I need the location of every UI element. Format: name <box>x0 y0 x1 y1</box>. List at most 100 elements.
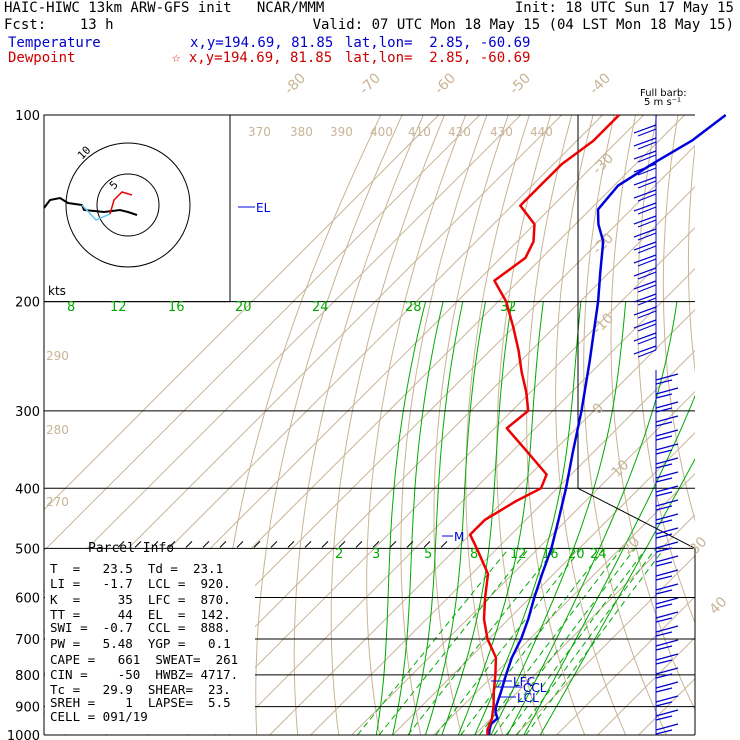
parcel-row: T = 23.5 Td = 23.1 <box>50 561 223 576</box>
isotherm-line <box>433 472 695 735</box>
wind-barb <box>655 387 679 395</box>
dry-adiabat-line <box>433 115 509 735</box>
wind-barb <box>655 673 673 679</box>
isotherm-line <box>310 349 695 735</box>
wind-barb <box>655 687 673 693</box>
parcel-row: PW = 5.48 YGP = 0.1 <box>50 636 231 651</box>
theta-label: 420 <box>448 125 471 139</box>
wind-barb <box>655 443 679 451</box>
wind-barb <box>655 533 673 539</box>
wind-barb <box>655 701 673 707</box>
barb-key-title: Full barb: <box>640 88 687 99</box>
wind-barb <box>655 561 673 567</box>
wind-barb <box>637 193 657 202</box>
mixing-ratio-line <box>525 548 665 735</box>
parcel-row: Tc = 29.9 SHEAR= 23. <box>50 682 231 697</box>
moist-adiabat-line <box>375 301 427 735</box>
wind-barb <box>633 332 657 342</box>
wind-barb <box>637 141 657 150</box>
hatch-mark <box>219 541 227 548</box>
wind-barb <box>655 415 679 423</box>
parcel-row: SWI = -0.7 CCL = 888. <box>50 620 231 635</box>
theta-label: 400 <box>370 125 393 139</box>
pressure-tick-label: 300 <box>15 405 40 420</box>
wind-barb <box>655 645 673 651</box>
wind-barb <box>655 659 673 665</box>
wind-barb <box>655 485 679 493</box>
dry-adiabat-line <box>255 115 403 735</box>
hodograph-ring-inner <box>96 173 160 237</box>
mixing-ratio-label: 12 <box>110 300 127 315</box>
parcel-row: CELL = 091/19 <box>50 709 148 724</box>
isotherm-label: -80 <box>282 70 309 97</box>
hatch-mark <box>168 541 176 548</box>
wind-barb <box>655 519 673 525</box>
temperature-line <box>487 114 727 736</box>
isotherm-line <box>228 267 695 735</box>
wind-barb <box>637 245 657 254</box>
parcel-row: K = 35 LFC = 870. <box>50 592 231 607</box>
mixing-ratio-line <box>357 548 510 735</box>
pressure-tick-label: 400 <box>15 482 40 497</box>
hatch-mark <box>440 541 448 548</box>
moist-adiabat-line <box>441 301 513 735</box>
wind-barb <box>637 271 657 280</box>
dry-adiabat-line <box>687 143 695 374</box>
mixing-ratio-line <box>460 548 605 735</box>
moist-adiabat-line <box>506 301 678 735</box>
barb-key-unit: 5 m s⁻¹ <box>644 97 681 108</box>
dry-adiabat-line <box>662 115 695 522</box>
header-line1-right: Init: 18 UTC Sun 17 May 15 <box>514 0 734 16</box>
pressure-tick-label: 800 <box>15 669 40 684</box>
isotherm-label: 20 <box>620 534 644 558</box>
wind-barb <box>655 527 679 535</box>
wind-barb <box>637 180 657 189</box>
parcel-row: TT = 44 EL = 142. <box>50 607 231 622</box>
parcel-row: CIN = -50 HWBZ= 4717. <box>50 667 238 682</box>
hatch-mark <box>185 541 193 548</box>
mixing-ratio-label: 24 <box>312 300 329 315</box>
wind-barb <box>633 215 657 225</box>
parcel-row: SREH = 1 LAPSE= 5.5 <box>50 695 231 710</box>
mixing-ratio-label: 3 <box>372 547 380 562</box>
wind-barb <box>637 336 657 345</box>
dry-adiabat-line <box>713 115 740 740</box>
wind-barb <box>655 589 673 595</box>
mixing-ratio-label: 5 <box>424 547 432 562</box>
isotherm-line <box>44 115 522 593</box>
level-marker-label: M <box>454 530 464 544</box>
wind-barb <box>633 176 657 186</box>
parcel-box <box>45 549 255 734</box>
wind-barb <box>655 477 673 483</box>
dry-adiabat-line <box>636 115 695 624</box>
mixing-ratio-label: 24 <box>590 547 607 562</box>
wind-barb <box>655 603 673 609</box>
wind-barb <box>633 254 657 264</box>
wind-barb <box>633 202 657 212</box>
header-line1-left: HAIC-HIWC 13km ARW-GFS init NCAR/MMM <box>4 0 325 16</box>
mixing-ratio-label: 8 <box>67 300 75 315</box>
theta-label: 370 <box>248 125 271 139</box>
mixing-ratio-line <box>493 548 636 735</box>
legend-dewpoint-xy: ☆ x,y=194.69, 81.85 <box>172 50 333 66</box>
hatch-mark <box>202 541 210 548</box>
wind-barb <box>637 154 657 163</box>
hatch-mark <box>134 541 142 548</box>
wind-barb <box>633 228 657 238</box>
isotherm-label: -30 <box>590 150 617 177</box>
mixing-ratio-label: 12 <box>510 547 527 562</box>
pressure-tick-label: 700 <box>15 633 40 648</box>
wind-barb <box>637 128 657 137</box>
wind-barb <box>637 310 657 319</box>
wind-barb <box>655 667 679 675</box>
wind-barb <box>655 505 673 511</box>
dry-adiabat-line <box>496 115 552 735</box>
dry-adiabat-line <box>293 115 424 735</box>
legend-temperature-xy: x,y=194.69, 81.85 <box>190 35 334 51</box>
hatch-mark <box>117 541 125 548</box>
pressure-tick-label: 200 <box>15 296 40 311</box>
wind-barb <box>655 393 673 399</box>
wind-barb <box>637 284 657 293</box>
wind-barb <box>655 715 673 721</box>
